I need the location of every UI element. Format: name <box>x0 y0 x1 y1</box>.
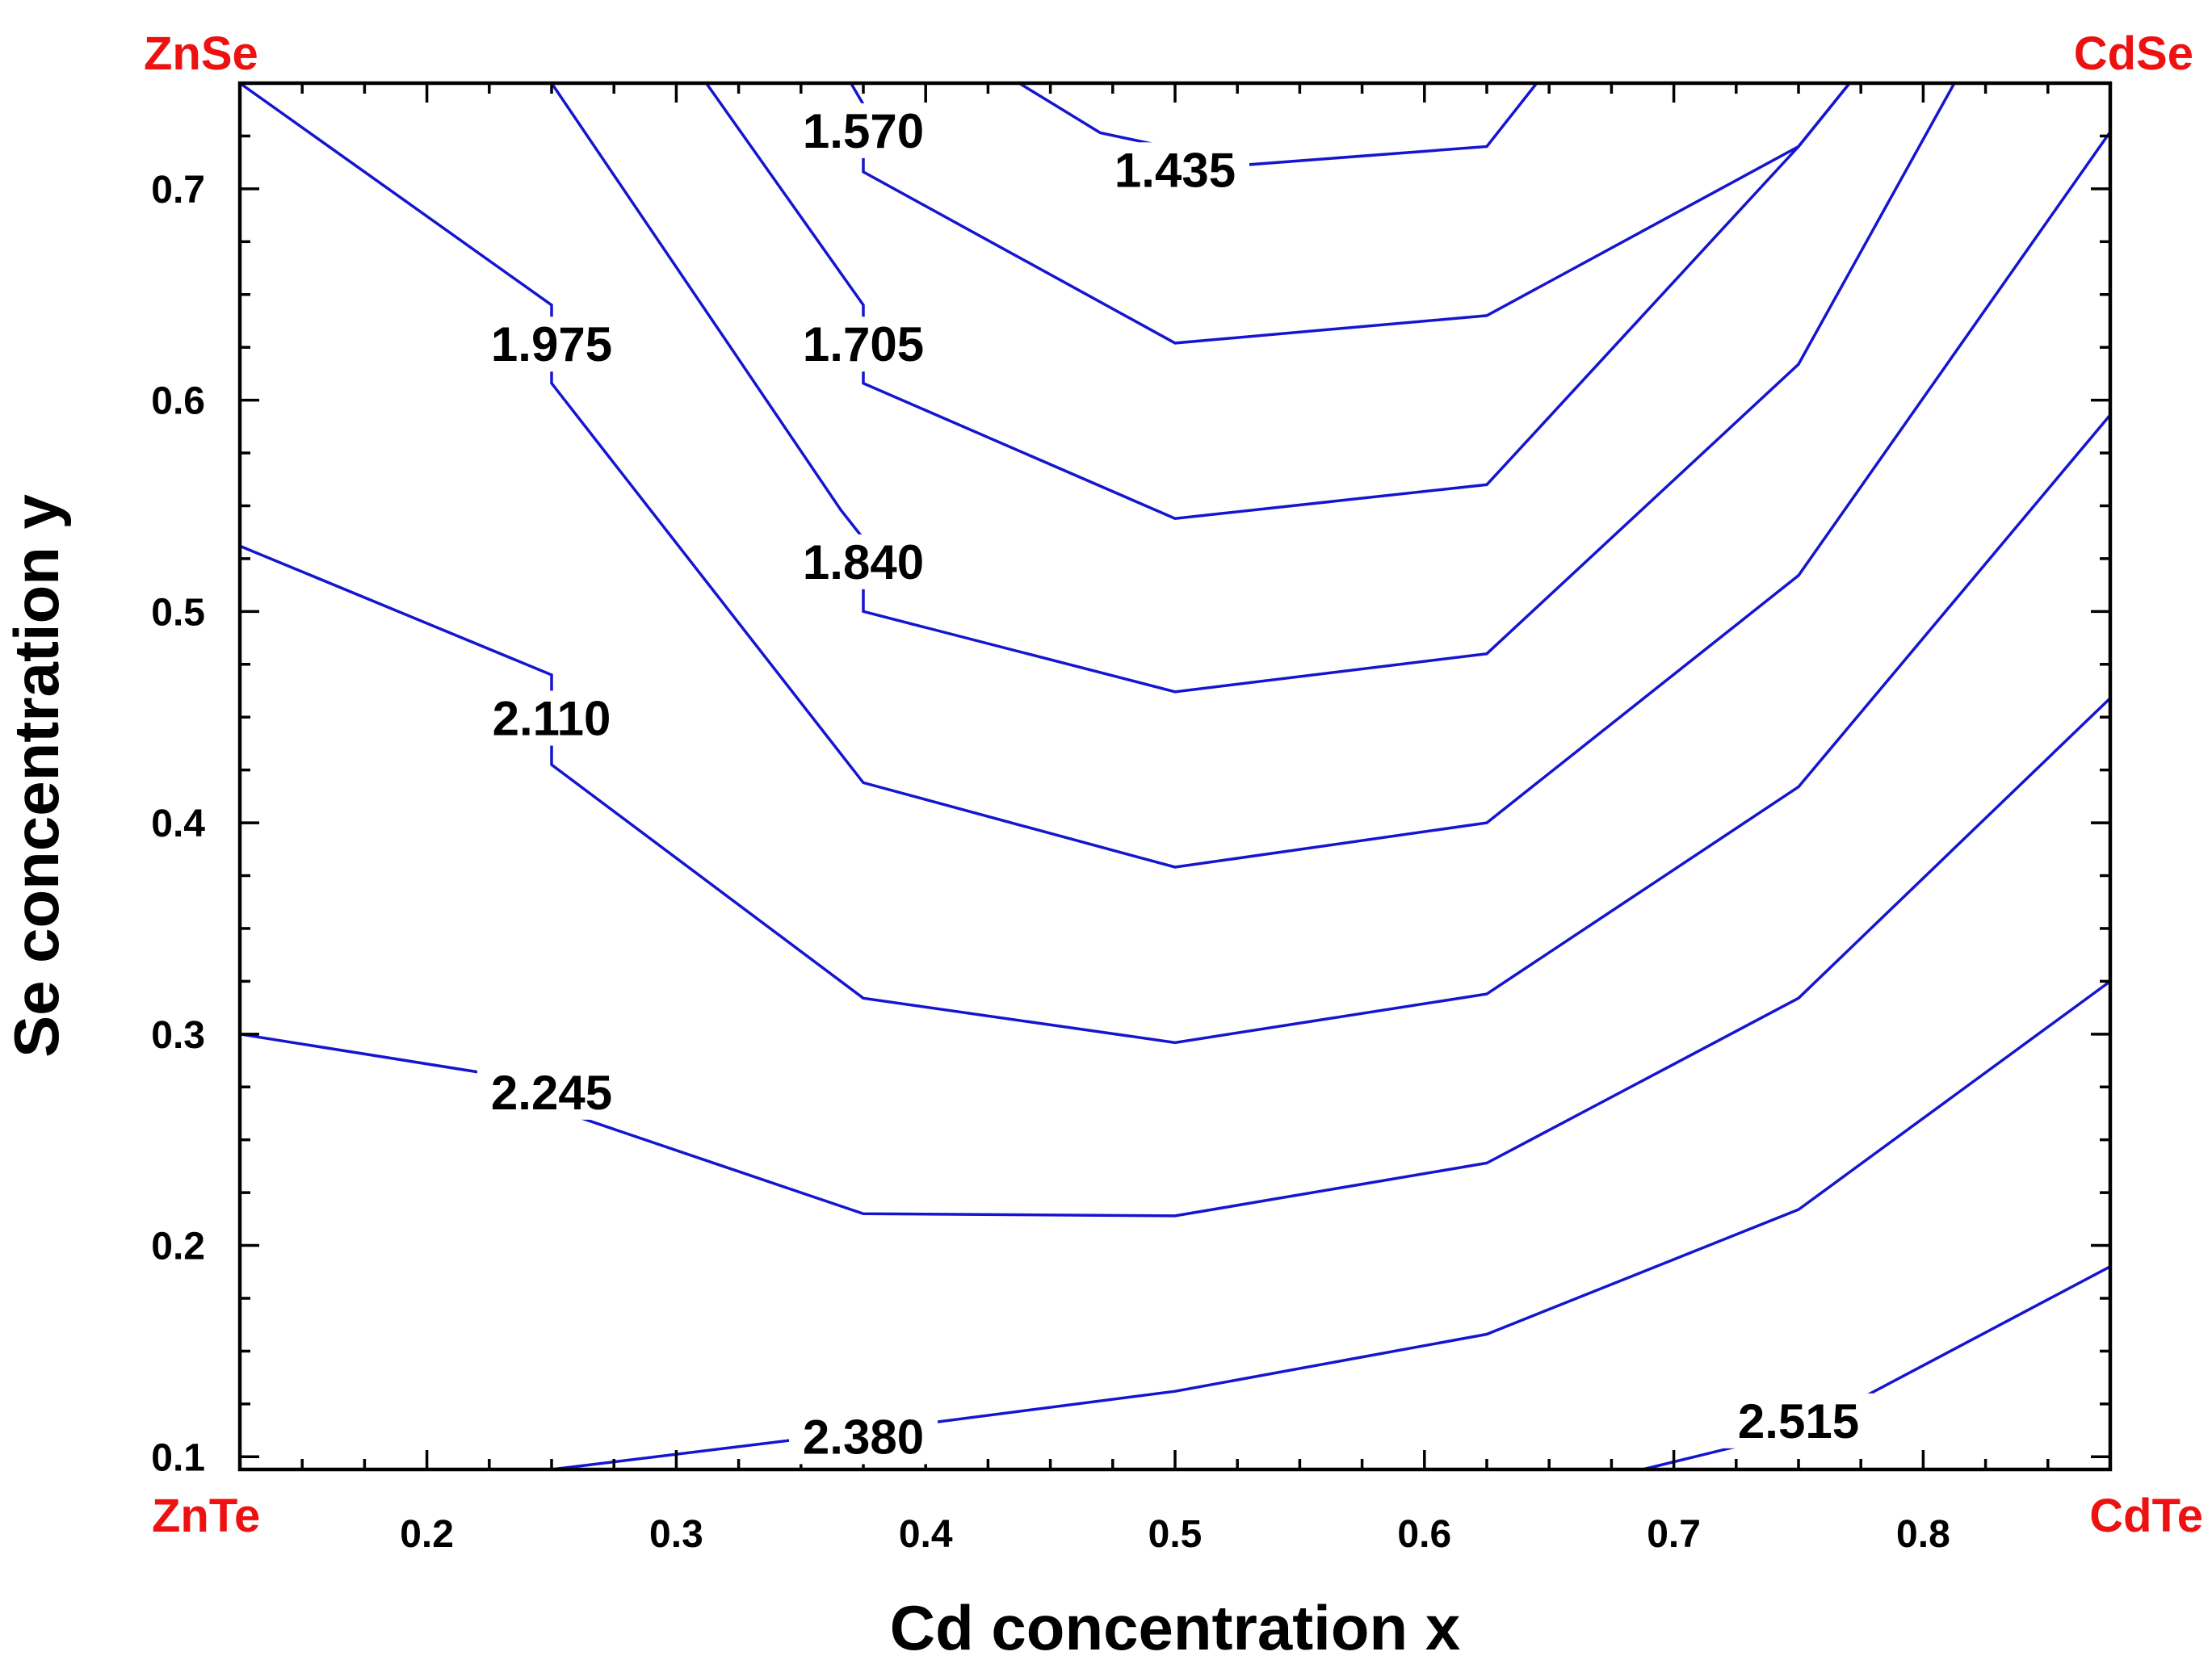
x-axis-title: Cd concentration x <box>890 1592 1460 1660</box>
contour-labels: 1.435 1.570 1.705 1.840 1.975 2.110 2.245 2.380… <box>477 103 1873 1465</box>
contour-label-bg <box>1724 1393 1873 1448</box>
contour-label-1.570: 1.570 <box>803 104 924 158</box>
contour-line-1.840 <box>550 82 1956 694</box>
contour-label-bg <box>789 1409 938 1465</box>
corner-label-znse: ZnSe <box>144 27 258 80</box>
contour-label-2.515: 2.515 <box>1738 1394 1859 1448</box>
x-tick-label: 0.2 <box>400 1513 454 1556</box>
y-tick-label: 0.1 <box>151 1436 205 1479</box>
y-tick-label: 0.2 <box>151 1226 205 1268</box>
contour-line-2.515 <box>1642 1265 2111 1471</box>
y-tick-label: 0.4 <box>151 803 205 845</box>
x-tick-label: 0.3 <box>649 1513 703 1556</box>
y-tick-label: 0.6 <box>151 380 205 423</box>
y-tick-label: 0.3 <box>151 1014 205 1057</box>
x-tick-label: 0.7 <box>1647 1513 1701 1556</box>
contour-label-bg <box>789 316 938 372</box>
x-tick-labels: 0.2 0.3 0.4 0.5 0.6 0.7 0.8 <box>400 1513 1950 1556</box>
contour-label-2.380: 2.380 <box>803 1410 924 1464</box>
contour-line-2.245 <box>239 697 2112 1218</box>
contour-line-1.435 <box>1018 82 1538 166</box>
corner-label-cdse: CdSe <box>2074 27 2193 80</box>
contour-label-bg <box>477 1064 626 1120</box>
y-tick-label: 0.7 <box>151 169 205 212</box>
contour-label-bg <box>789 534 938 589</box>
contour-line-1.705 <box>705 82 1851 520</box>
x-tick-label: 0.5 <box>1148 1513 1203 1556</box>
plot-frame <box>237 81 2113 1472</box>
contour-label-1.435: 1.435 <box>1114 143 1236 197</box>
contour-line-1.570 <box>850 82 1851 345</box>
contour-label-1.975: 1.975 <box>491 317 612 371</box>
contour-label-2.245: 2.245 <box>491 1066 612 1120</box>
contour-label-2.110: 2.110 <box>493 692 611 746</box>
contour-label-1.840: 1.840 <box>803 535 924 589</box>
contour-label-bg <box>1101 142 1249 198</box>
corner-label-znte: ZnTe <box>152 1490 260 1542</box>
contour-line-2.380 <box>551 979 2112 1471</box>
y-tick-labels: 0.1 0.2 0.3 0.4 0.5 0.6 0.7 <box>151 169 205 1479</box>
contour-label-1.705: 1.705 <box>803 317 924 371</box>
x-tick-label: 0.8 <box>1896 1513 1950 1556</box>
y-tick-label: 0.5 <box>151 591 205 634</box>
x-tick-label: 0.4 <box>899 1513 953 1556</box>
contour-lines <box>238 82 2112 1471</box>
contour-line-2.110 <box>239 413 2112 1045</box>
contour-label-bg <box>789 103 938 158</box>
contour-label-bg <box>477 316 626 372</box>
contour-label-bg <box>477 690 626 746</box>
x-tick-label: 0.6 <box>1397 1513 1451 1556</box>
y-axis-title: Se concentration y <box>1 494 72 1058</box>
corner-label-cdte: CdTe <box>2089 1490 2203 1542</box>
axis-ticks <box>238 82 2112 1469</box>
